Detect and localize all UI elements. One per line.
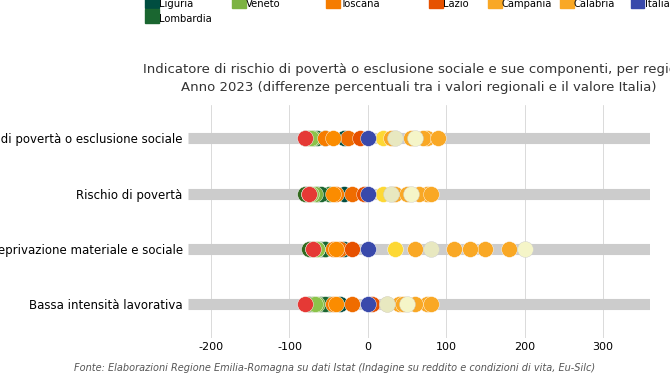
Point xyxy=(386,190,397,196)
Point xyxy=(409,246,420,252)
Point xyxy=(306,190,317,196)
Point xyxy=(390,135,401,141)
Point xyxy=(304,301,314,307)
Point xyxy=(362,246,373,252)
Point xyxy=(362,301,373,307)
Point xyxy=(339,246,350,252)
Point xyxy=(425,190,436,196)
Point xyxy=(327,246,338,252)
Point xyxy=(366,301,377,307)
Point xyxy=(519,246,530,252)
Point xyxy=(312,246,322,252)
Point xyxy=(390,246,401,252)
Point xyxy=(299,135,310,141)
Point xyxy=(347,301,358,307)
Point xyxy=(464,246,475,252)
Point xyxy=(401,301,412,307)
Point xyxy=(308,135,318,141)
Point xyxy=(335,301,346,307)
Point xyxy=(324,301,334,307)
Point xyxy=(425,246,436,252)
Point xyxy=(299,301,310,307)
Point xyxy=(324,190,334,196)
Point xyxy=(316,246,326,252)
Point xyxy=(421,135,432,141)
Point xyxy=(327,190,338,196)
Point xyxy=(480,246,490,252)
Point xyxy=(331,301,342,307)
Point xyxy=(347,190,358,196)
Point xyxy=(320,135,330,141)
Point xyxy=(308,135,318,141)
Point xyxy=(421,190,432,196)
Point xyxy=(413,190,424,196)
Point xyxy=(327,301,338,307)
Legend: Piemonte, Valle d'Aosta, Liguria, Lombardia, P.a. di Bolzano, P.a. di Trento, Ve: Piemonte, Valle d'Aosta, Liguria, Lombar… xyxy=(142,0,670,27)
Point xyxy=(449,246,460,252)
Point xyxy=(304,135,314,141)
Point xyxy=(433,135,444,141)
Point xyxy=(417,135,428,141)
Point xyxy=(320,135,330,141)
Point xyxy=(405,135,416,141)
Point xyxy=(390,190,401,196)
Point xyxy=(304,190,314,196)
Point xyxy=(382,301,393,307)
Point xyxy=(309,190,320,196)
Point xyxy=(421,301,432,307)
Point xyxy=(320,301,330,307)
Point xyxy=(309,301,320,307)
Point xyxy=(343,135,354,141)
Point xyxy=(331,190,342,196)
Point xyxy=(331,246,342,252)
Point xyxy=(378,190,389,196)
Point xyxy=(320,246,330,252)
Point xyxy=(304,246,314,252)
Point xyxy=(386,135,397,141)
Point xyxy=(312,190,322,196)
Point xyxy=(327,135,338,141)
Point xyxy=(425,301,436,307)
Point xyxy=(312,246,322,252)
Point xyxy=(409,301,420,307)
Point xyxy=(347,246,358,252)
Point xyxy=(316,301,326,307)
Point xyxy=(382,301,393,307)
Point xyxy=(405,190,416,196)
Point xyxy=(354,135,365,141)
Point xyxy=(320,246,330,252)
Point xyxy=(394,301,405,307)
Point xyxy=(316,190,326,196)
Point xyxy=(358,190,369,196)
Point xyxy=(308,301,318,307)
Point xyxy=(304,190,314,196)
Point xyxy=(308,246,318,252)
Point xyxy=(308,246,318,252)
Point xyxy=(299,190,310,196)
Point xyxy=(362,190,373,196)
Point xyxy=(312,135,322,141)
Point xyxy=(339,190,350,196)
Point xyxy=(409,135,420,141)
Title: Indicatore di rischio di povertà o esclusione sociale e sue componenti, per regi: Indicatore di rischio di povertà o esclu… xyxy=(143,63,670,94)
Point xyxy=(378,135,389,141)
Point xyxy=(398,301,409,307)
Text: Fonte: Elaborazioni Regione Emilia-Romagna su dati Istat (Indagine su reddito e : Fonte: Elaborazioni Regione Emilia-Romag… xyxy=(74,363,596,373)
Point xyxy=(306,135,317,141)
Point xyxy=(312,301,322,307)
Point xyxy=(335,246,346,252)
Point xyxy=(362,135,373,141)
Point xyxy=(299,135,310,141)
Point xyxy=(339,135,350,141)
Point xyxy=(503,246,514,252)
Point xyxy=(401,190,412,196)
